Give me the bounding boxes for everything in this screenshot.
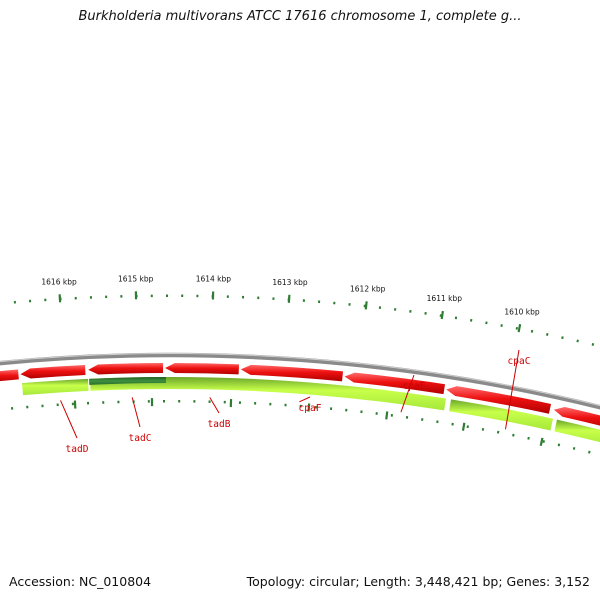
- map-title: Burkholderia multivorans ATCC 17616 chro…: [78, 9, 522, 24]
- scale-label: 1615 kbp: [118, 274, 154, 283]
- scale-label: 1611 kbp: [427, 294, 463, 303]
- gene-leader-line: [504, 349, 520, 430]
- gene-cds-cpaF[interactable]: [240, 364, 344, 382]
- major-tick: [440, 310, 444, 320]
- gene-cds-tadD[interactable]: [20, 365, 86, 379]
- gene-leader-line: [60, 400, 78, 439]
- topology-text: Topology: circular; Length: 3,448,421 bp…: [246, 574, 590, 589]
- accession-text: Accession: NC_010804: [9, 574, 152, 589]
- gene-band: [90, 377, 446, 411]
- scale-label: 1610 kbp: [504, 307, 540, 316]
- gene-leader-line: [209, 397, 220, 414]
- gene-label-cpaF[interactable]: cpaF: [299, 403, 322, 414]
- gene-cds-tadB[interactable]: [165, 363, 240, 375]
- gene-band: [22, 378, 89, 396]
- gene-band: [554, 419, 600, 443]
- gene-label-cpaE[interactable]: cpaE: [403, 381, 426, 392]
- major-tick: [517, 323, 522, 333]
- gene-cds-cpaE[interactable]: [344, 372, 446, 395]
- gene-leader-line: [299, 396, 311, 403]
- scale-label: 1613 kbp: [272, 278, 308, 287]
- major-tick: [287, 294, 291, 303]
- gene-band: [449, 399, 553, 431]
- scale-label: 1612 kbp: [350, 284, 386, 293]
- gene-leader-line: [400, 374, 415, 413]
- gene-band-highlight: [89, 377, 167, 385]
- scale-label: 1614 kbp: [196, 275, 232, 284]
- chromosome-backbone: [0, 352, 600, 410]
- scale-label: 1616 kbp: [41, 277, 77, 286]
- gene-cds-tadC[interactable]: [88, 363, 164, 375]
- major-tick: [364, 301, 368, 310]
- gene-leader-line: [131, 397, 141, 428]
- gene-label-tadD[interactable]: tadD: [66, 444, 89, 455]
- gene-label-tadC[interactable]: tadC: [129, 433, 152, 444]
- gene-cds-cpaC[interactable]: [446, 386, 552, 414]
- gene-label-tadB[interactable]: tadB: [208, 419, 231, 430]
- gene-label-cpaC[interactable]: cpaC: [508, 356, 531, 367]
